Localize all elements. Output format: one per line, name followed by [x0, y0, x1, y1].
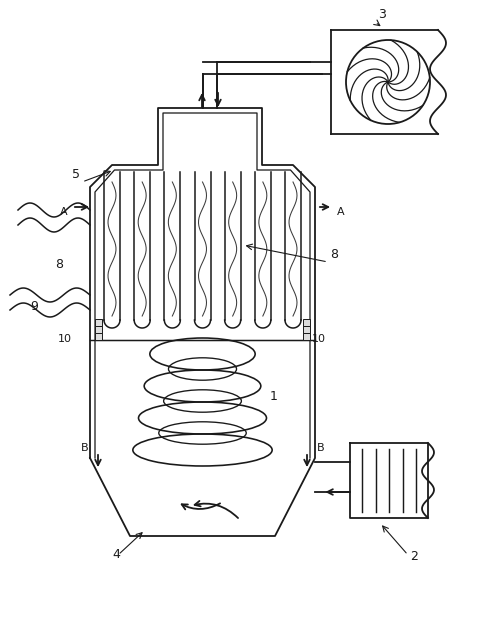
Text: 10: 10	[58, 334, 72, 344]
Text: 5: 5	[72, 168, 80, 181]
Text: 10: 10	[312, 334, 326, 344]
Text: 3: 3	[378, 8, 386, 21]
Bar	[303, 333, 310, 340]
Bar	[95, 326, 102, 333]
Text: 8: 8	[330, 248, 338, 261]
Bar	[95, 333, 102, 340]
Text: 8: 8	[55, 258, 63, 271]
Text: B: B	[80, 443, 88, 453]
Text: A: A	[337, 207, 345, 217]
Text: B: B	[317, 443, 325, 453]
Text: 4: 4	[112, 548, 120, 561]
Text: A: A	[60, 207, 68, 217]
Bar	[95, 319, 102, 326]
Text: 1: 1	[270, 390, 278, 403]
Text: 2: 2	[410, 550, 418, 563]
Text: 9: 9	[30, 300, 38, 313]
Bar	[303, 326, 310, 333]
Bar	[303, 319, 310, 326]
